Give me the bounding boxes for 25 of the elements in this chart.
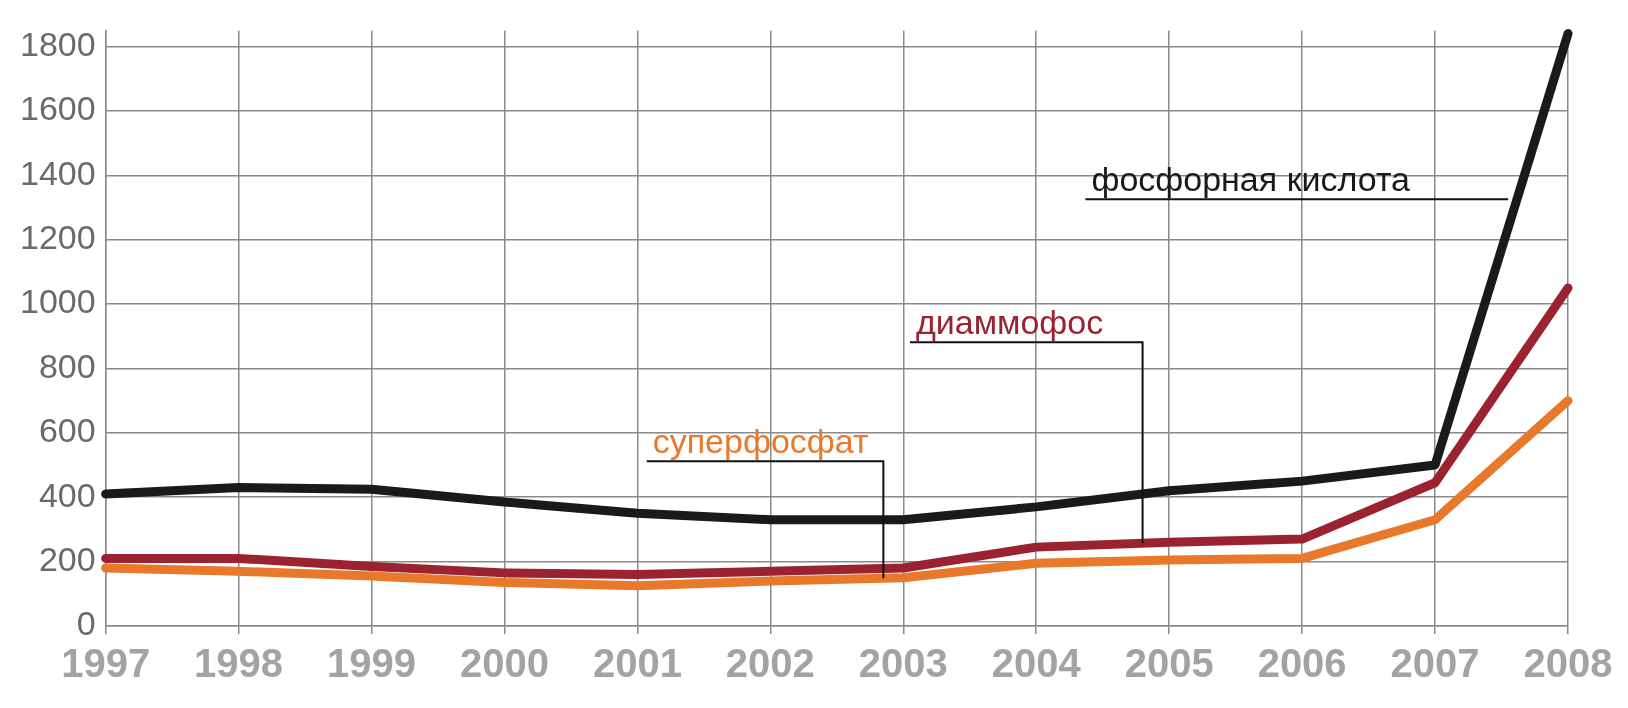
text: суперфосфат bbox=[652, 422, 869, 461]
y-tick-label: 600 bbox=[38, 411, 96, 450]
x-tick-label: 2008 bbox=[1523, 641, 1613, 686]
x-tick-label: 2004 bbox=[991, 641, 1082, 686]
y-tick-label: 400 bbox=[38, 475, 96, 514]
x-tick-label: 2000 bbox=[459, 641, 549, 686]
x-tick-label: 2007 bbox=[1390, 641, 1480, 686]
x-tick-label: 2006 bbox=[1257, 641, 1347, 686]
x-tick-label: 2003 bbox=[858, 641, 948, 686]
y-tick-label: 200 bbox=[38, 539, 96, 578]
y-tick-label: 1800 bbox=[20, 24, 96, 63]
y-tick-label: 1200 bbox=[20, 218, 96, 257]
y-tick-label: 0 bbox=[76, 604, 96, 643]
text: диаммофос bbox=[915, 303, 1104, 342]
y-tick-label: 1000 bbox=[20, 282, 96, 321]
x-tick-label: 2001 bbox=[592, 641, 682, 686]
x-tick-label: 1997 bbox=[61, 641, 151, 686]
y-tick-label: 800 bbox=[38, 346, 96, 385]
x-tick-label: 2002 bbox=[725, 641, 815, 686]
x-tick-label: 1998 bbox=[194, 641, 284, 686]
y-tick-label: 1400 bbox=[20, 153, 96, 192]
x-tick-label: 1999 bbox=[327, 641, 417, 686]
y-tick-label: 1600 bbox=[20, 89, 96, 128]
text: фосфорная кислота bbox=[1091, 160, 1411, 199]
x-tick-label: 2005 bbox=[1124, 641, 1214, 686]
